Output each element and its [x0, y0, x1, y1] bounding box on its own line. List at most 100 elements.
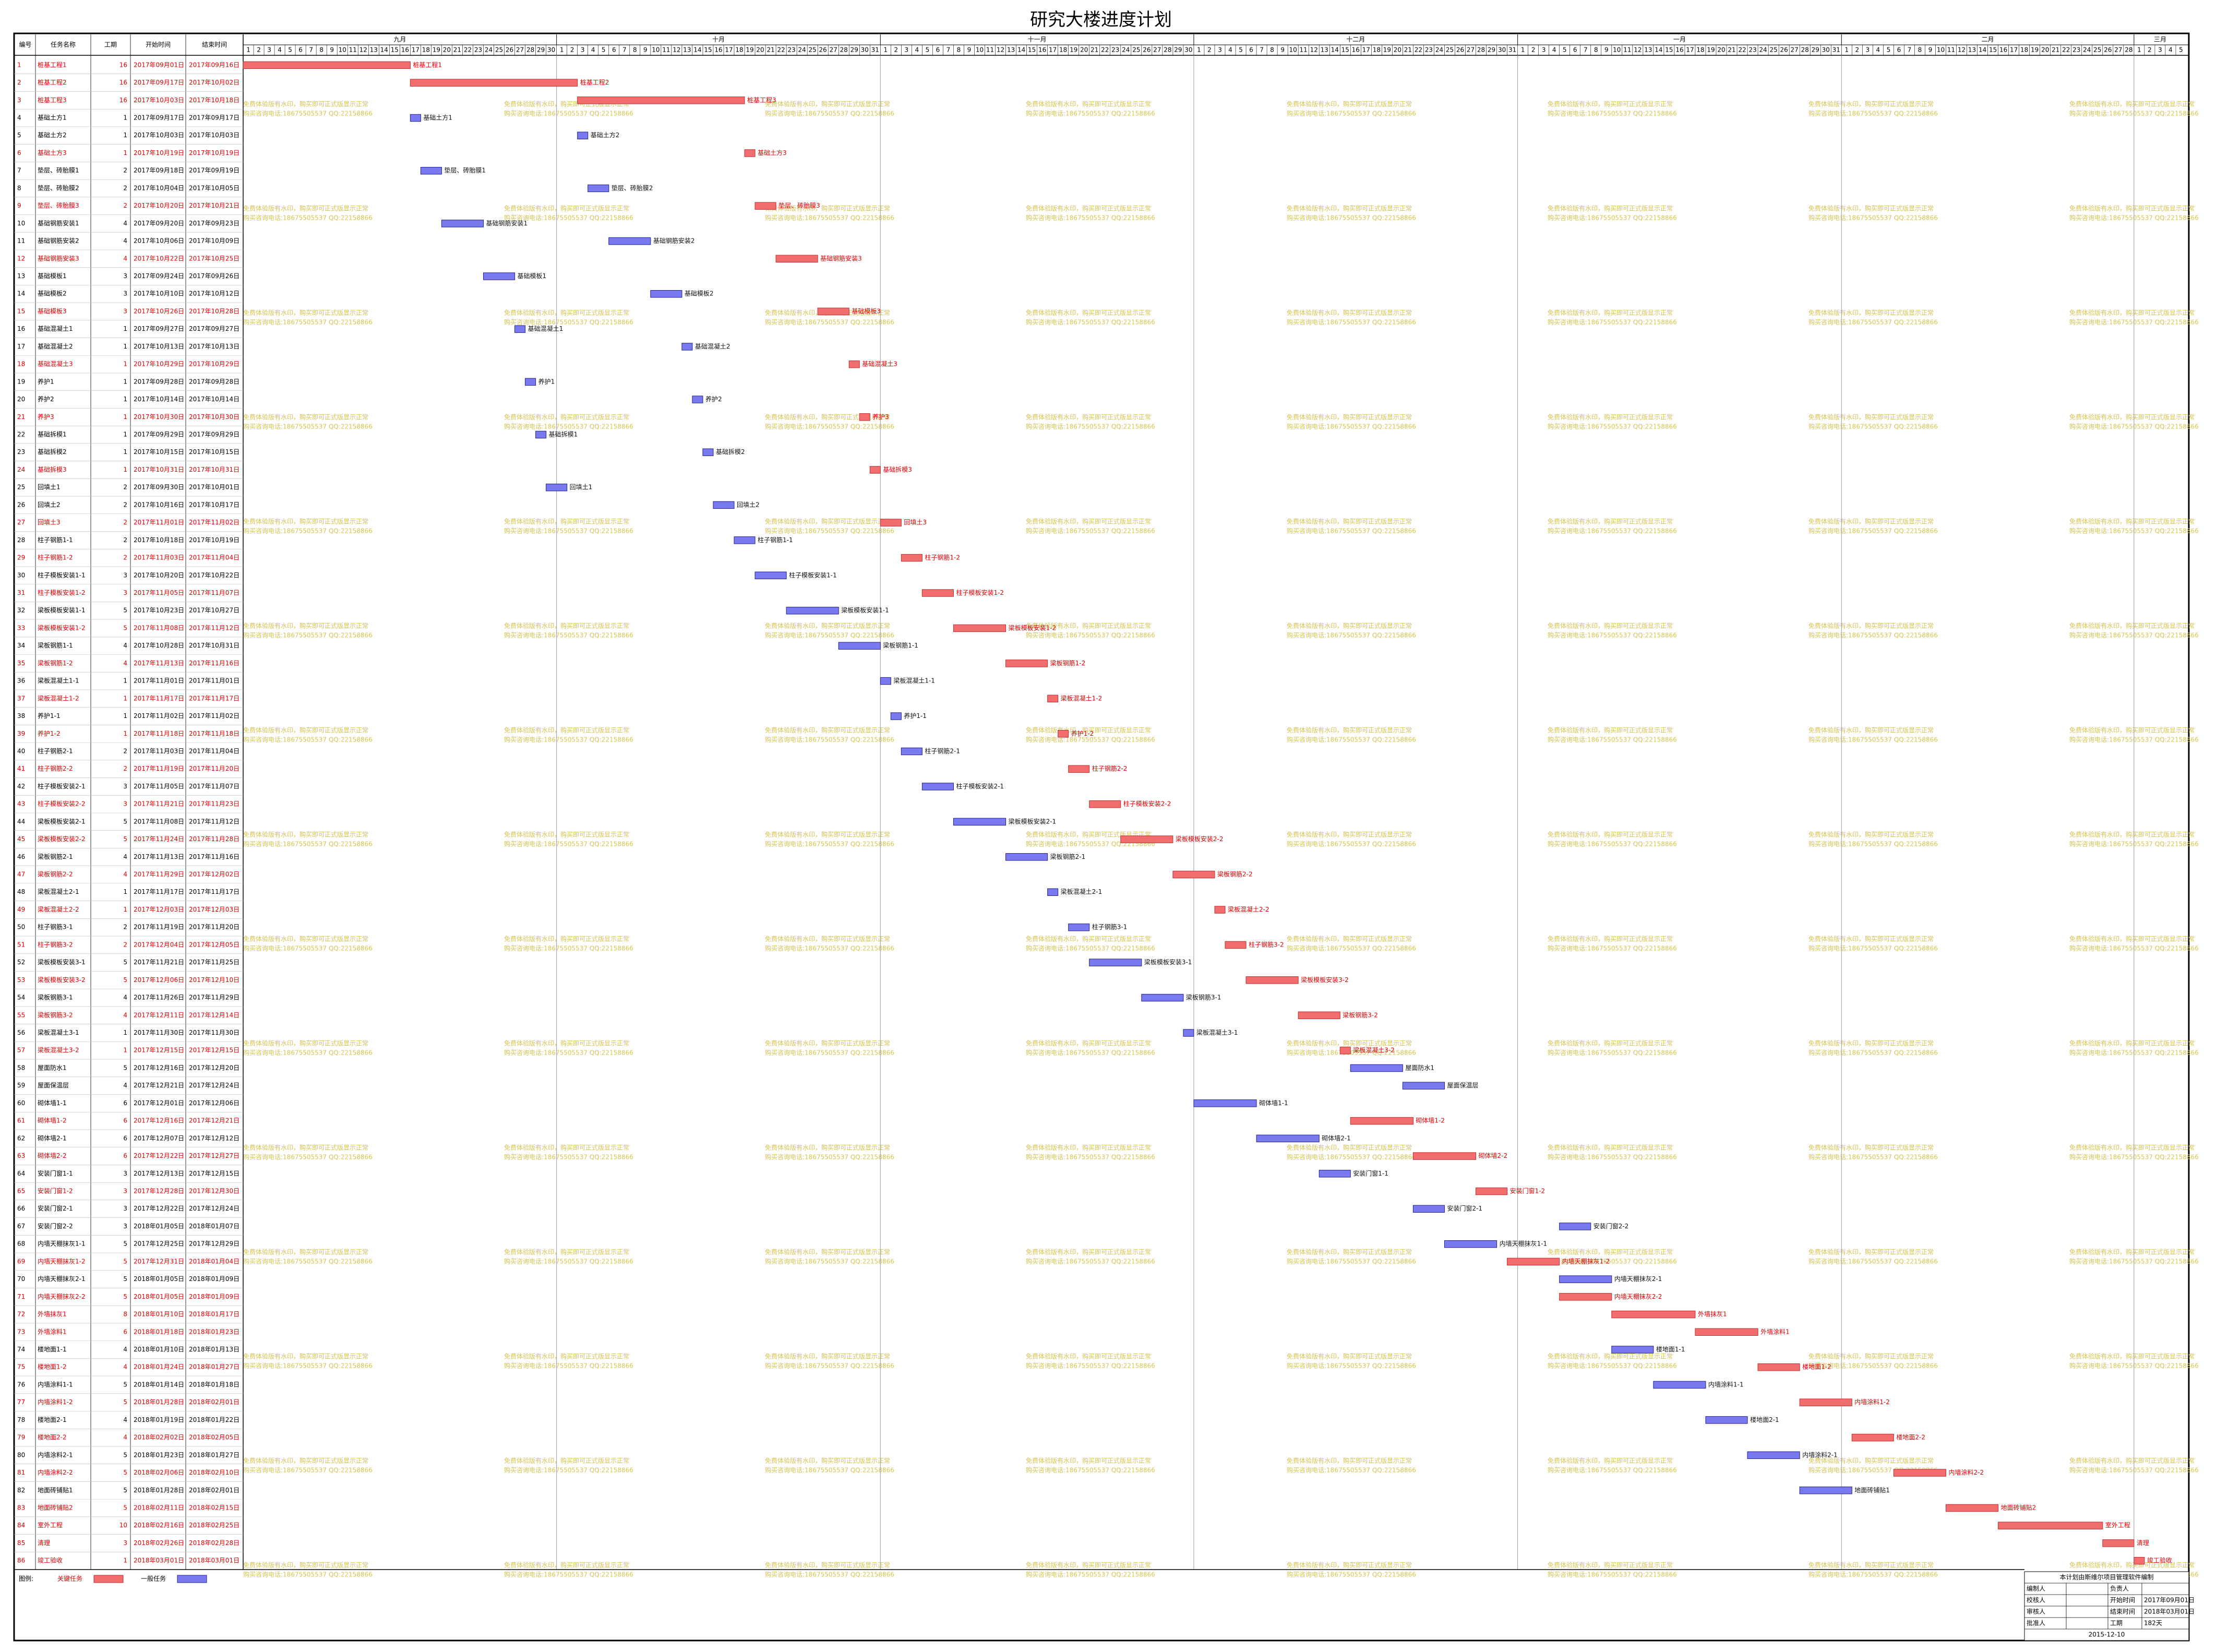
task-id: 70: [17, 1275, 25, 1283]
task-name: 基础混凝土3: [38, 360, 73, 368]
day-label: 24: [1122, 46, 1130, 54]
day-label: 1: [246, 46, 250, 54]
task-id: 51: [17, 941, 25, 948]
day-label: 22: [1101, 46, 1109, 54]
task-start: 2017年12月22日: [134, 1205, 184, 1212]
watermark: 购买咨询电话:18675505537 QQ:22158866: [765, 1466, 894, 1474]
task-name: 内墙涂料2-2: [38, 1468, 73, 1476]
task-name: 梁板混凝土1-2: [38, 694, 79, 702]
watermark: 购买咨询电话:18675505537 QQ:22158866: [1287, 1362, 1416, 1370]
bar-label: 基础土方3: [758, 149, 787, 157]
task-bar: [535, 430, 547, 439]
watermark: 免费体验版有水印，购买即可正式版显示正常: [1808, 205, 1934, 212]
watermark: 购买咨询电话:18675505537 QQ:22158866: [504, 1362, 633, 1370]
task-duration: 16: [119, 79, 127, 86]
bar-label: 楼地面2-1: [1750, 1416, 1779, 1423]
task-name: 内墙天棚抹灰2-1: [38, 1275, 86, 1283]
task-start: 2017年11月05日: [134, 589, 184, 596]
bar-label: 回填土2: [737, 501, 760, 508]
task-id: 40: [17, 747, 25, 755]
task-id: 9: [17, 202, 21, 209]
day-label: 7: [946, 46, 951, 54]
watermark: 免费体验版有水印，购买即可正式版显示正常: [243, 1457, 368, 1465]
watermark: 购买咨询电话:18675505537 QQ:22158866: [1548, 110, 1677, 117]
task-end: 2017年11月23日: [189, 800, 239, 808]
task-end: 2018年01月17日: [189, 1311, 239, 1318]
task-id: 22: [17, 431, 25, 438]
watermark: 免费体验版有水印，购买即可正式版显示正常: [1808, 1248, 1934, 1256]
task-start: 2018年01月05日: [134, 1275, 184, 1283]
task-id: 79: [17, 1434, 25, 1441]
day-label: 9: [1928, 46, 1933, 54]
day-label: 14: [1331, 46, 1339, 54]
task-name: 地面砖铺贴2: [38, 1503, 73, 1511]
task-start: 2017年10月06日: [134, 237, 184, 245]
task-duration: 6: [123, 1328, 127, 1335]
watermark: 购买咨询电话:18675505537 QQ:22158866: [504, 110, 633, 117]
task-bar: [546, 483, 568, 492]
watermark: 免费体验版有水印，购买即可正式版显示正常: [1808, 1039, 1934, 1047]
task-name: 回填土1: [38, 484, 61, 491]
day-label: 21: [1404, 46, 1412, 54]
day-label: 21: [2052, 46, 2059, 54]
watermark: 购买咨询电话:18675505537 QQ:22158866: [243, 1362, 373, 1370]
watermark: 免费体验版有水印，购买即可正式版显示正常: [2069, 1457, 2195, 1465]
day-label: 20: [443, 46, 451, 54]
bar-label: 安装门窗1-2: [1510, 1187, 1545, 1195]
watermark: 免费体验版有水印，购买即可正式版显示正常: [504, 1352, 629, 1360]
task-start: 2017年12月07日: [134, 1134, 184, 1142]
day-label: 14: [1017, 46, 1025, 54]
watermark: 免费体验版有水印，购买即可正式版显示正常: [1287, 1352, 1412, 1360]
task-id: 69: [17, 1258, 25, 1265]
bar-label: 外墙涂料1: [1760, 1327, 1790, 1335]
bar-label: 柱子钢筋3-1: [1092, 923, 1128, 931]
task-bar: [786, 606, 839, 615]
task-duration: 4: [123, 994, 127, 1001]
day-label: 5: [2179, 46, 2183, 54]
watermark: 免费体验版有水印，购买即可正式版显示正常: [765, 413, 890, 421]
task-bar: [1089, 959, 1142, 966]
bar-label: 柱子钢筋1-1: [758, 536, 793, 544]
watermark: 购买咨询电话:18675505537 QQ:22158866: [1808, 527, 1938, 535]
watermark: 购买咨询电话:18675505537 QQ:22158866: [1548, 1258, 1677, 1265]
day-label: 30: [861, 46, 869, 54]
task-bar: [1047, 695, 1059, 703]
task-name: 基础土方3: [38, 149, 67, 157]
task-id: 5: [17, 131, 21, 139]
day-label: 23: [1111, 46, 1119, 54]
task-end: 2017年12月14日: [189, 1011, 239, 1019]
info-cell: 工期: [2110, 1620, 2123, 1627]
task-bar: [1120, 835, 1173, 843]
task-duration: 5: [123, 1258, 127, 1265]
watermark: 购买咨询电话:18675505537 QQ:22158866: [1548, 840, 1677, 848]
task-bar: [1851, 1433, 1894, 1442]
task-id: 19: [17, 378, 25, 385]
bar-label: 内墙天棚抹灰2-1: [1614, 1275, 1662, 1283]
bar-label: 柱子钢筋1-2: [925, 554, 960, 561]
task-duration: 1: [123, 695, 127, 702]
task-name: 柱子钢筋3-1: [38, 923, 73, 931]
bar-label: 清理: [2137, 1539, 2149, 1547]
watermark: 免费体验版有水印，购买即可正式版显示正常: [1287, 935, 1412, 943]
bar-label: 梁板混凝土2-1: [1061, 888, 1102, 895]
watermark: 购买咨询电话:18675505537 QQ:22158866: [243, 1258, 373, 1265]
watermark: 购买咨询电话:18675505537 QQ:22158866: [1548, 1153, 1677, 1161]
task-name: 梁板混凝土3-1: [38, 1028, 79, 1036]
task-duration: 2: [123, 184, 127, 191]
task-id: 60: [17, 1099, 25, 1107]
watermark: 免费体验版有水印，购买即可正式版显示正常: [1548, 518, 1673, 525]
task-name: 楼地面1-2: [38, 1363, 67, 1371]
watermark: 免费体验版有水印，购买即可正式版显示正常: [1287, 100, 1412, 108]
watermark: 免费体验版有水印，购买即可正式版显示正常: [243, 413, 368, 421]
watermark: 免费体验版有水印，购买即可正式版显示正常: [1287, 1144, 1412, 1152]
task-name: 基础混凝土1: [38, 325, 73, 332]
day-label: 4: [2168, 46, 2173, 54]
watermark: 免费体验版有水印，购买即可正式版显示正常: [1808, 1561, 1934, 1569]
task-end: 2017年12月21日: [189, 1117, 239, 1124]
task-duration: 3: [123, 571, 127, 579]
watermark: 购买咨询电话:18675505537 QQ:22158866: [1287, 736, 1416, 744]
watermark: 免费体验版有水印，购买即可正式版显示正常: [504, 413, 629, 421]
task-duration: 4: [123, 1363, 127, 1371]
bar-label: 桩基工程1: [413, 61, 442, 68]
column-header: 工期: [104, 41, 117, 49]
